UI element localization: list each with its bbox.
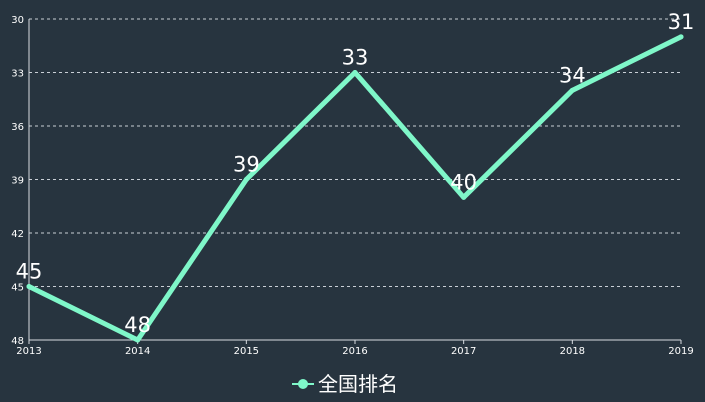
legend[interactable]: 全国排名 [292, 372, 398, 396]
x-tick-label: 2018 [560, 346, 585, 357]
data-point[interactable] [243, 177, 249, 182]
series-group [26, 34, 684, 343]
y-axis-ticks: 30 33 36 39 42 45 48 [11, 15, 24, 347]
y-tick-label: 36 [11, 122, 24, 133]
legend-label: 全国排名 [318, 372, 398, 396]
y-tick-label: 45 [11, 283, 24, 294]
data-point[interactable] [569, 87, 575, 93]
legend-marker [298, 379, 308, 389]
x-tick-label: 2014 [125, 346, 150, 357]
data-point[interactable] [678, 34, 684, 40]
data-label: 39 [233, 153, 260, 177]
data-label: 34 [559, 63, 586, 87]
data-point[interactable] [352, 70, 358, 75]
x-axis-ticks: 2013 2014 2015 2016 2017 2018 2019 [16, 340, 694, 357]
x-tick-label: 2015 [234, 346, 259, 357]
data-label: 31 [668, 10, 695, 34]
x-tick-label: 2013 [16, 346, 41, 357]
x-tick-label: 2016 [342, 346, 367, 357]
data-labels: 45 48 39 33 40 34 31 [16, 10, 695, 337]
data-point[interactable] [26, 284, 32, 289]
x-tick-label: 2019 [668, 346, 693, 357]
y-tick-label: 42 [11, 229, 24, 240]
data-label: 45 [16, 260, 43, 284]
data-label: 33 [342, 46, 369, 70]
x-tick-label: 2017 [451, 346, 476, 357]
y-tick-label: 33 [11, 69, 24, 80]
data-point[interactable] [461, 194, 467, 200]
y-tick-label: 39 [11, 176, 24, 187]
y-tick-label: 30 [11, 15, 24, 26]
data-point[interactable] [135, 337, 141, 343]
y-tick-label: 48 [11, 336, 24, 347]
data-label: 48 [124, 313, 151, 337]
data-label: 40 [450, 170, 477, 194]
